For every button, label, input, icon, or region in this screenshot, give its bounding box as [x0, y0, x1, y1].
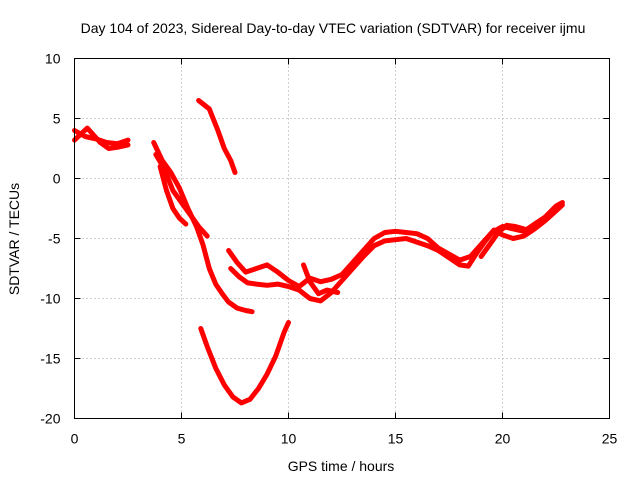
y-tick-label: -15 [40, 351, 60, 367]
plot-data [72, 98, 565, 406]
series-arc10 [301, 262, 341, 297]
series-arc2 [72, 125, 131, 151]
series-arc11 [478, 222, 527, 259]
x-tick-label: 20 [495, 431, 511, 447]
y-tick-label: -20 [40, 411, 60, 427]
plot-frame [74, 58, 610, 419]
series-arc9 [228, 202, 565, 304]
grid [74, 58, 610, 419]
x-tick-label: 0 [71, 431, 79, 447]
x-tick-label: 5 [178, 431, 186, 447]
series-arc5 [157, 164, 189, 227]
y-tick-label: -5 [48, 231, 61, 247]
x-tick-label: 25 [602, 431, 618, 447]
series-arc4 [153, 152, 210, 239]
x-tick-label: 15 [388, 431, 404, 447]
series-arc7 [198, 320, 291, 406]
y-tick-label: 0 [53, 171, 61, 187]
series-arc6 [196, 98, 238, 175]
series-arc3 [151, 140, 255, 315]
y-tick-label: 5 [53, 111, 61, 127]
x-axis-label: GPS time / hours [288, 458, 395, 474]
y-tick-label: 10 [45, 51, 61, 67]
x-tick-labels: 0 5 10 15 20 25 [71, 431, 618, 447]
y-tick-label: -10 [40, 291, 60, 307]
x-tick-label: 10 [281, 431, 297, 447]
y-axis-label: SDTVAR / TECUs [6, 183, 22, 295]
chart-title: Day 104 of 2023, Sidereal Day-to-day VTE… [81, 20, 586, 36]
y-tick-labels: -20 -15 -10 -5 0 5 10 [40, 51, 60, 427]
